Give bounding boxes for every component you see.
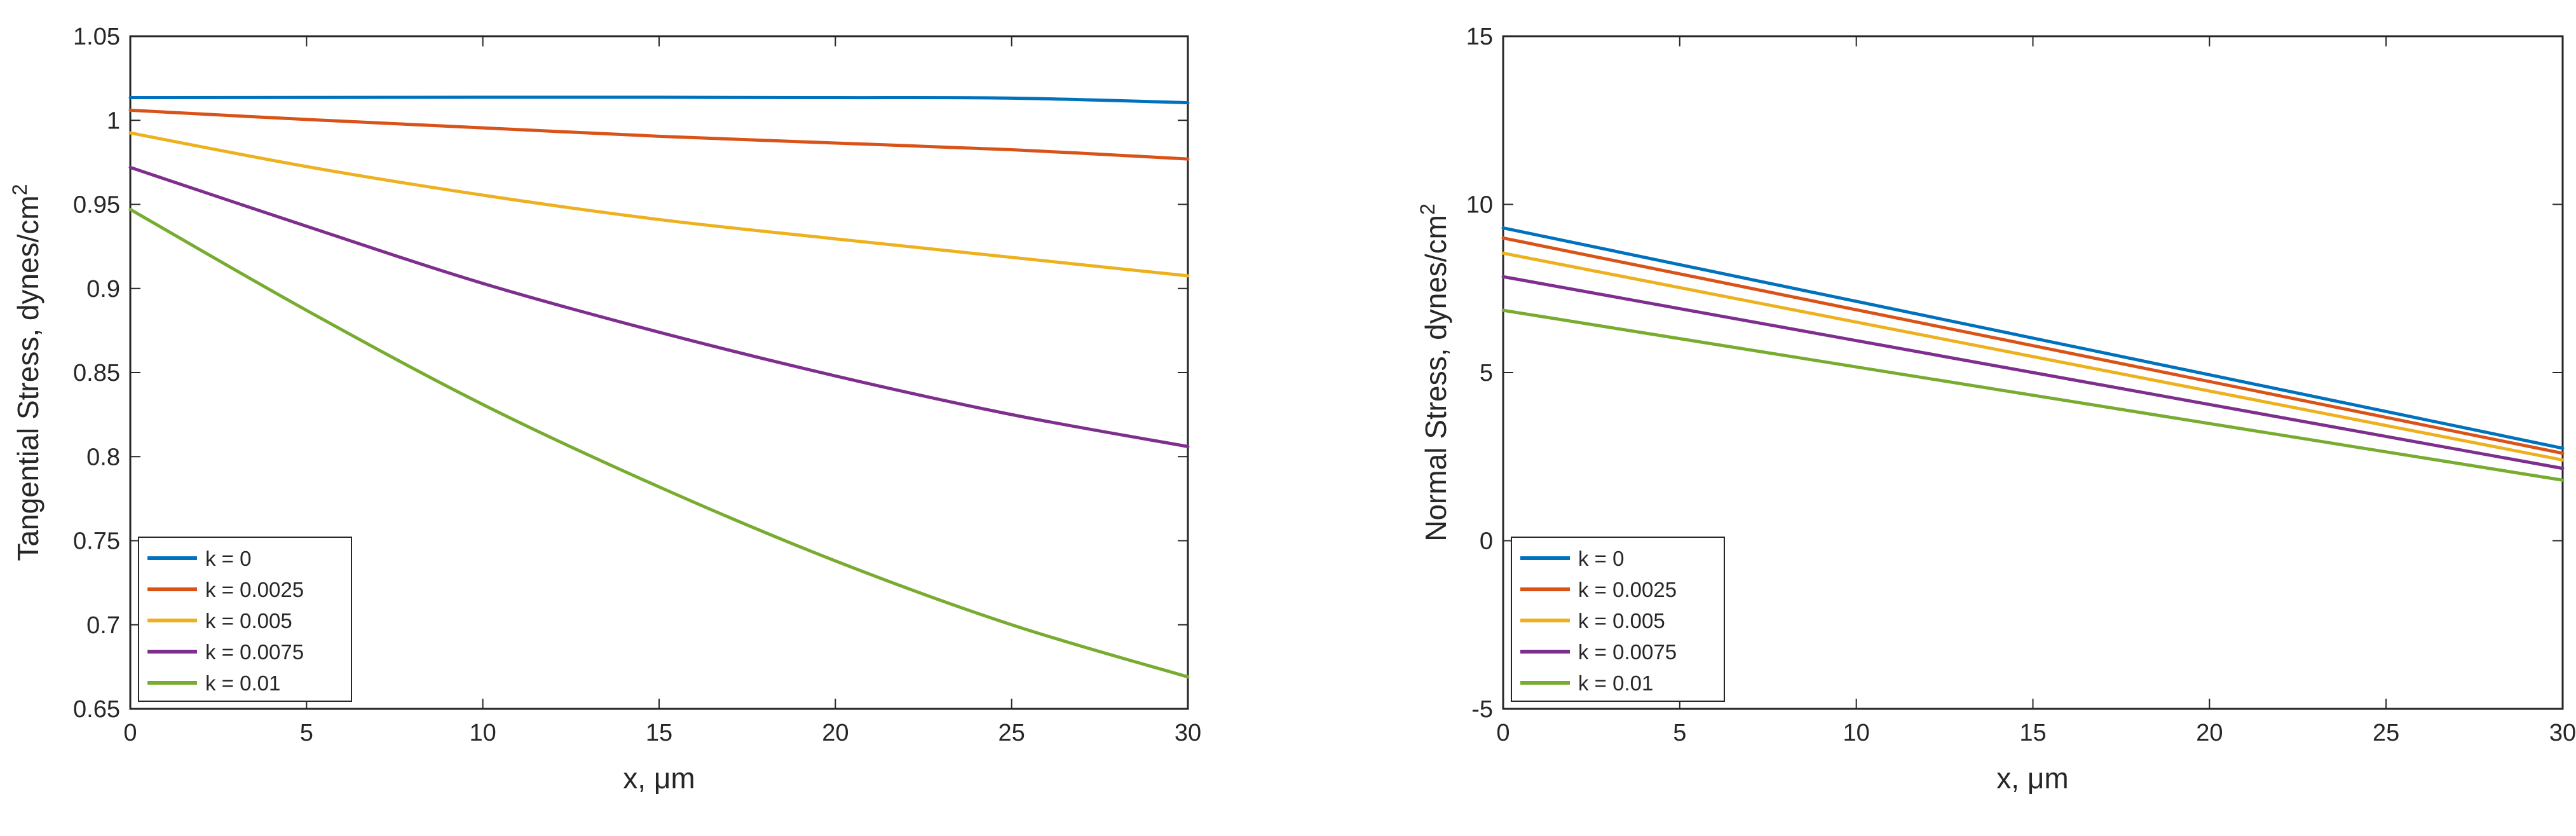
- series-lines: [128, 95, 1190, 679]
- series-line-k-0: [128, 95, 1190, 104]
- series-line-k-0-0075: [128, 165, 1190, 448]
- y-axis-label: Tangential Stress, dynes/cm2: [8, 184, 44, 561]
- x-tick-label: 20: [2196, 720, 2223, 746]
- x-tick-labels: 0 5 10 15 20 25 30: [1496, 720, 2576, 746]
- legend[interactable]: k = 0 k = 0.0025 k = 0.005 k = 0.0075 k = 0.…: [138, 537, 352, 702]
- series-lines: [1501, 226, 2565, 482]
- y-tick-label: 10: [1466, 192, 1493, 219]
- legend-entry: k = 0.005: [1578, 609, 1665, 633]
- x-tick-label: 30: [2549, 720, 2576, 746]
- x-tick-label: 10: [1843, 720, 1870, 746]
- y-tick-labels: -5 0 5 10 15: [1466, 24, 1493, 723]
- y-tick-label: 0.65: [73, 696, 120, 723]
- legend-entry: k = 0.0075: [205, 640, 304, 664]
- x-tick-labels: 0 5 10 15 20 25 30: [123, 720, 1201, 746]
- y-tick-label: 15: [1466, 24, 1493, 50]
- y-tick-label: 0.8: [86, 444, 120, 470]
- legend-entry: k = 0.0025: [205, 578, 304, 601]
- x-tick-label: 25: [998, 720, 1025, 746]
- y-tick-label: 0.9: [86, 276, 120, 303]
- series-line-k-0-005: [1501, 251, 2565, 462]
- y-axis-label: Normal Stress, dynes/cm2: [1416, 203, 1452, 542]
- legend-entry: k = 0.0025: [1578, 578, 1677, 601]
- x-tick-label: 5: [300, 720, 313, 746]
- legend-entry: k = 0.01: [205, 671, 280, 695]
- series-line-k-0-0075: [1501, 275, 2565, 470]
- x-tick-label: 30: [1175, 720, 1201, 746]
- y-tick-label: 0.85: [73, 360, 120, 387]
- x-tick-label: 10: [470, 720, 496, 746]
- legend-entry: k = 0: [1578, 547, 1624, 570]
- y-tick-label: 0: [1480, 528, 1493, 555]
- y-tick-label: 1: [107, 107, 120, 134]
- legend-entry: k = 0: [205, 547, 251, 570]
- ticks: [130, 36, 1189, 709]
- legend-entry: k = 0.005: [205, 609, 292, 633]
- tangential-stress-chart: 0 5 10 15 20 25 30 0.65 0.7 0.75 0.8 0.85 0.9 0.95 1 1…: [8, 24, 1201, 795]
- y-tick-label: 0.75: [73, 528, 120, 555]
- series-line-k-0-01: [128, 207, 1190, 679]
- series-line-k-0: [1501, 226, 2565, 450]
- x-tick-label: 15: [2019, 720, 2046, 746]
- series-line-k-0-01: [1501, 308, 2565, 482]
- y-tick-label: 5: [1480, 360, 1493, 387]
- x-tick-label: 5: [1673, 720, 1686, 746]
- y-tick-label: 1.05: [73, 24, 120, 50]
- x-axis-label: x, μm: [623, 762, 695, 795]
- x-tick-label: 25: [2373, 720, 2399, 746]
- x-axis-label: x, μm: [1996, 762, 2068, 795]
- x-tick-label: 20: [822, 720, 848, 746]
- y-tick-label: -5: [1471, 696, 1493, 723]
- x-tick-label: 0: [1496, 720, 1509, 746]
- legend-entry: k = 0.01: [1578, 671, 1653, 695]
- ticks: [1503, 36, 2563, 709]
- series-line-k-0-0025: [128, 108, 1190, 161]
- series-line-k-0-0025: [1501, 236, 2565, 455]
- y-tick-label: 0.95: [73, 192, 120, 219]
- x-tick-label: 15: [646, 720, 672, 746]
- legend-entry: k = 0.0075: [1578, 640, 1677, 664]
- y-tick-label: 0.7: [86, 612, 120, 639]
- legend[interactable]: k = 0 k = 0.0025 k = 0.005 k = 0.0075 k = 0.…: [1511, 537, 1725, 702]
- y-tick-labels: 0.65 0.7 0.75 0.8 0.85 0.9 0.95 1 1.05: [73, 24, 120, 723]
- series-line-k-0-005: [128, 131, 1190, 278]
- x-tick-label: 0: [123, 720, 137, 746]
